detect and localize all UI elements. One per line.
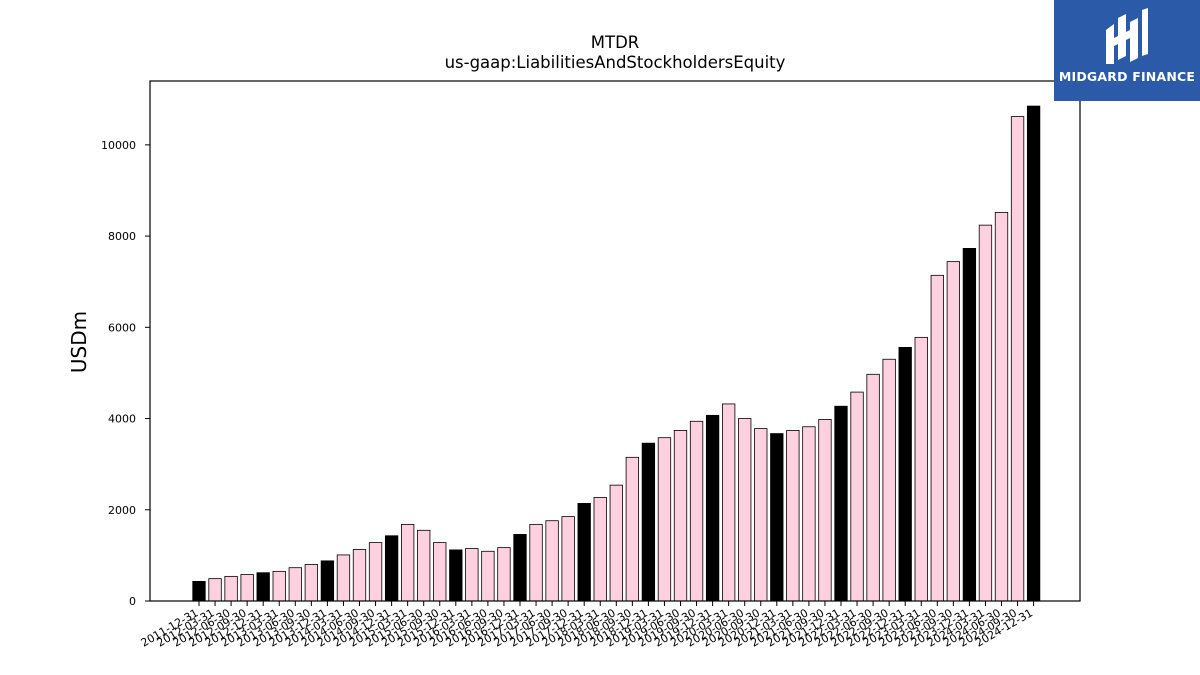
bar-2013-09-30 — [304, 564, 319, 602]
midgard-logo-icon — [1106, 8, 1148, 64]
bar-2013-03-31 — [272, 570, 286, 602]
bar-2016-12-31 — [513, 534, 527, 602]
bar-2013-06-30 — [288, 567, 302, 602]
chart-title: MTDR — [591, 33, 640, 52]
bar-2017-06-30 — [545, 520, 559, 602]
bar-2019-12-31 — [705, 414, 720, 602]
bar-2015-03-31 — [400, 523, 415, 602]
bar-2012-12-31 — [256, 572, 270, 602]
bar-2017-03-31 — [529, 523, 543, 602]
bar-2021-12-31 — [834, 405, 848, 602]
bar-2016-06-30 — [481, 550, 495, 602]
y-tick-label: 10000 — [101, 139, 136, 152]
bar-2016-03-31 — [465, 548, 479, 602]
bar-2018-12-31 — [641, 442, 656, 602]
bar-2024-12-31 — [1026, 105, 1041, 602]
y-tick-label: 4000 — [108, 413, 136, 426]
bar-2020-06-30 — [738, 418, 752, 602]
bar-2019-06-30 — [673, 429, 688, 602]
bar-2014-09-30 — [368, 542, 383, 602]
y-tick-label: 6000 — [108, 321, 136, 334]
midgard-finance-logo: MIDGARD FINANCE — [1054, 0, 1200, 101]
bar-2018-06-30 — [609, 484, 623, 602]
bar-2024-03-31 — [978, 224, 993, 602]
bar-2014-03-31 — [336, 554, 351, 602]
bar-2020-09-30 — [754, 428, 768, 602]
bar-2019-03-31 — [657, 437, 672, 602]
bar-2012-03-31 — [208, 578, 222, 602]
bar-2022-09-30 — [882, 358, 896, 602]
bar-2022-03-31 — [850, 391, 864, 602]
bar-2015-12-31 — [449, 549, 463, 602]
bar-2022-06-30 — [866, 373, 880, 602]
bar-2011-12-31 — [192, 580, 206, 602]
chart-subtitle: us-gaap:LiabilitiesAndStockholdersEquity — [445, 53, 786, 72]
logo-text: MIDGARD FINANCE — [1058, 69, 1196, 84]
bar-2023-06-30 — [930, 274, 944, 602]
x-axis: 2011-12-312012-03-312012-06-302012-09-30… — [139, 601, 1035, 650]
bar-2021-03-31 — [786, 429, 800, 602]
bar-2016-09-30 — [497, 547, 511, 602]
bar-2020-03-31 — [722, 403, 736, 602]
y-tick-label: 2000 — [108, 504, 136, 517]
y-tick-label: 0 — [129, 595, 136, 608]
bar-2023-09-30 — [946, 261, 960, 602]
bars-group — [192, 105, 1041, 602]
bar-2018-09-30 — [625, 456, 639, 602]
bar-2012-09-30 — [240, 574, 254, 602]
y-axis-label: USDm — [67, 311, 91, 373]
bar-2014-06-30 — [352, 549, 367, 602]
bar-2015-09-30 — [433, 542, 447, 602]
bar-2024-06-30 — [994, 211, 1009, 602]
bar-2023-12-31 — [962, 247, 977, 602]
bar-2017-12-31 — [577, 502, 591, 602]
bar-2021-06-30 — [802, 426, 816, 602]
bar-2014-12-31 — [384, 535, 399, 602]
bar-2021-09-30 — [818, 419, 832, 602]
y-axis: 0 2000 4000 6000 8000 10000 — [101, 139, 150, 608]
bar-2017-09-30 — [561, 516, 575, 602]
bar-2020-12-31 — [770, 433, 784, 602]
bar-2023-03-31 — [914, 336, 928, 602]
plot-frame — [149, 80, 1081, 602]
bar-2022-12-31 — [898, 346, 912, 602]
bar-2024-09-30 — [1010, 116, 1025, 602]
bar-2013-12-31 — [320, 560, 335, 602]
bar-2015-06-30 — [417, 529, 431, 602]
bar-2018-03-31 — [593, 497, 607, 602]
bar-2019-09-30 — [689, 420, 704, 602]
bar-2012-06-30 — [224, 575, 238, 602]
y-tick-label: 8000 — [108, 230, 136, 243]
